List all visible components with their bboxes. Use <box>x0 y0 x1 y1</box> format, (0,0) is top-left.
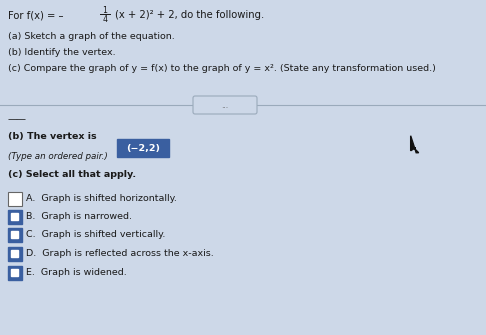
Text: (b) Identify the vertex.: (b) Identify the vertex. <box>8 48 116 57</box>
Text: (−2,2): (−2,2) <box>126 143 160 152</box>
Text: ——: —— <box>8 115 27 124</box>
Text: 1: 1 <box>103 6 107 15</box>
Text: (x + 2)² + 2, do the following.: (x + 2)² + 2, do the following. <box>115 10 264 20</box>
FancyBboxPatch shape <box>11 213 18 220</box>
FancyBboxPatch shape <box>7 192 21 205</box>
Text: (a) Sketch a graph of the equation.: (a) Sketch a graph of the equation. <box>8 32 175 41</box>
Text: (c) Compare the graph of y = f(x) to the graph of y = x². (State any transformat: (c) Compare the graph of y = f(x) to the… <box>8 64 436 73</box>
Text: ...: ... <box>222 100 228 110</box>
Polygon shape <box>411 136 418 153</box>
FancyBboxPatch shape <box>11 269 18 276</box>
Text: D.  Graph is reflected across the x-axis.: D. Graph is reflected across the x-axis. <box>26 249 214 258</box>
FancyBboxPatch shape <box>117 139 169 157</box>
FancyBboxPatch shape <box>7 209 21 223</box>
FancyBboxPatch shape <box>11 231 18 238</box>
FancyBboxPatch shape <box>193 96 257 114</box>
Text: (b) The vertex is: (b) The vertex is <box>8 132 97 141</box>
Text: (c) Select all that apply.: (c) Select all that apply. <box>8 170 136 179</box>
Text: (Type an ordered pair.): (Type an ordered pair.) <box>8 152 108 161</box>
Text: E.  Graph is widened.: E. Graph is widened. <box>26 268 127 277</box>
Text: 4: 4 <box>103 15 107 24</box>
FancyBboxPatch shape <box>11 250 18 257</box>
Text: B.  Graph is narrowed.: B. Graph is narrowed. <box>26 212 132 221</box>
FancyBboxPatch shape <box>7 227 21 242</box>
Text: For f(x) = –: For f(x) = – <box>8 10 64 20</box>
Text: C.  Graph is shifted vertically.: C. Graph is shifted vertically. <box>26 230 165 239</box>
FancyBboxPatch shape <box>7 247 21 261</box>
Text: A.  Graph is shifted horizontally.: A. Graph is shifted horizontally. <box>26 194 177 203</box>
FancyBboxPatch shape <box>7 266 21 279</box>
